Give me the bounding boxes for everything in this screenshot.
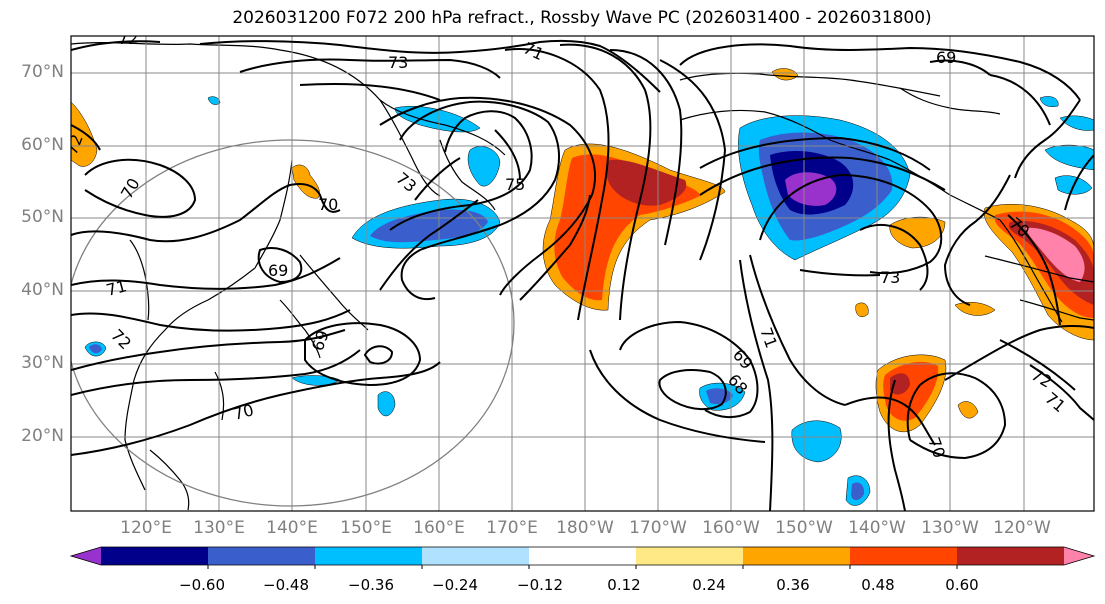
- contour-label: 69: [936, 48, 956, 67]
- contour-label: 71: [104, 276, 129, 300]
- colorbar-outline: [69, 546, 1096, 566]
- colorbar-tick-label: −0.36: [348, 576, 394, 594]
- colorbar-segment: [743, 547, 851, 565]
- lat-label-70n: 70°N: [21, 62, 64, 82]
- contour-label: 73: [880, 268, 900, 287]
- contour-label: 69: [268, 261, 288, 280]
- colorbar-segment: [101, 547, 209, 565]
- lon-label-120w: 120°W: [993, 518, 1051, 538]
- refractivity-contours: [71, 39, 1094, 511]
- lon-label-170e: 170°E: [486, 518, 538, 538]
- lat-label-40n: 40°N: [21, 280, 64, 300]
- lon-label-160w: 160°W: [702, 518, 760, 538]
- colorbar-tick-label: −0.60: [179, 576, 225, 594]
- colorbar-segment: [315, 547, 423, 565]
- lon-label-120e: 120°E: [120, 518, 172, 538]
- lat-label-60n: 60°N: [21, 135, 64, 155]
- lon-label-180w: 180°W: [556, 518, 614, 538]
- colorbar-segment: [957, 547, 1065, 565]
- contour-label: 72: [118, 29, 138, 48]
- contour-label: 73: [388, 53, 408, 72]
- lat-label-50n: 50°N: [21, 207, 64, 227]
- map-title: 2026031200 F072 200 hPa refract., Rossby…: [232, 8, 932, 28]
- lon-label-140e: 140°E: [266, 518, 318, 538]
- lon-label-150w: 150°W: [775, 518, 833, 538]
- colorbar-extend-min: [71, 547, 101, 565]
- colorbar-tick-label: 0.60: [945, 576, 979, 594]
- lon-label-160e: 160°E: [413, 518, 465, 538]
- colorbar-segment: [850, 547, 958, 565]
- lon-label-130w: 130°W: [921, 518, 979, 538]
- graticule: [71, 36, 1094, 511]
- colorbar-extend-max: [1064, 547, 1094, 565]
- colorbar-segment: [422, 547, 530, 565]
- map-border: [70, 35, 1095, 512]
- colorbar: [69, 546, 1096, 569]
- lon-label-140w: 140°W: [848, 518, 906, 538]
- lat-label-20n: 20°N: [21, 426, 64, 446]
- colorbar-tick-label: 0.48: [861, 576, 895, 594]
- colorbar-segment: [208, 547, 316, 565]
- contour-label: 70: [318, 195, 338, 214]
- reference-circle: [71, 139, 515, 507]
- colorbar-tick-label: 0.24: [692, 576, 726, 594]
- colorbar-tick-label: 0.12: [607, 576, 641, 594]
- lon-label-130e: 130°E: [193, 518, 245, 538]
- lon-label-150e: 150°E: [340, 518, 392, 538]
- colorbar-tick-label: −0.12: [517, 576, 563, 594]
- colorbar-tick-label: 0.36: [776, 576, 810, 594]
- map-layers: 72 73 71 69 72 70 73 75 70 69 71 72 69 7…: [71, 29, 1094, 511]
- contour-label: 70: [231, 400, 256, 424]
- colorbar-tick-label: −0.48: [263, 576, 309, 594]
- colorbar-tick-label: −0.24: [432, 576, 478, 594]
- lon-label-170w: 170°W: [629, 518, 687, 538]
- colorbar-segment: [529, 547, 637, 565]
- contour-label: 75: [505, 175, 525, 194]
- colorbar-segment: [636, 547, 744, 565]
- lat-label-30n: 30°N: [21, 353, 64, 373]
